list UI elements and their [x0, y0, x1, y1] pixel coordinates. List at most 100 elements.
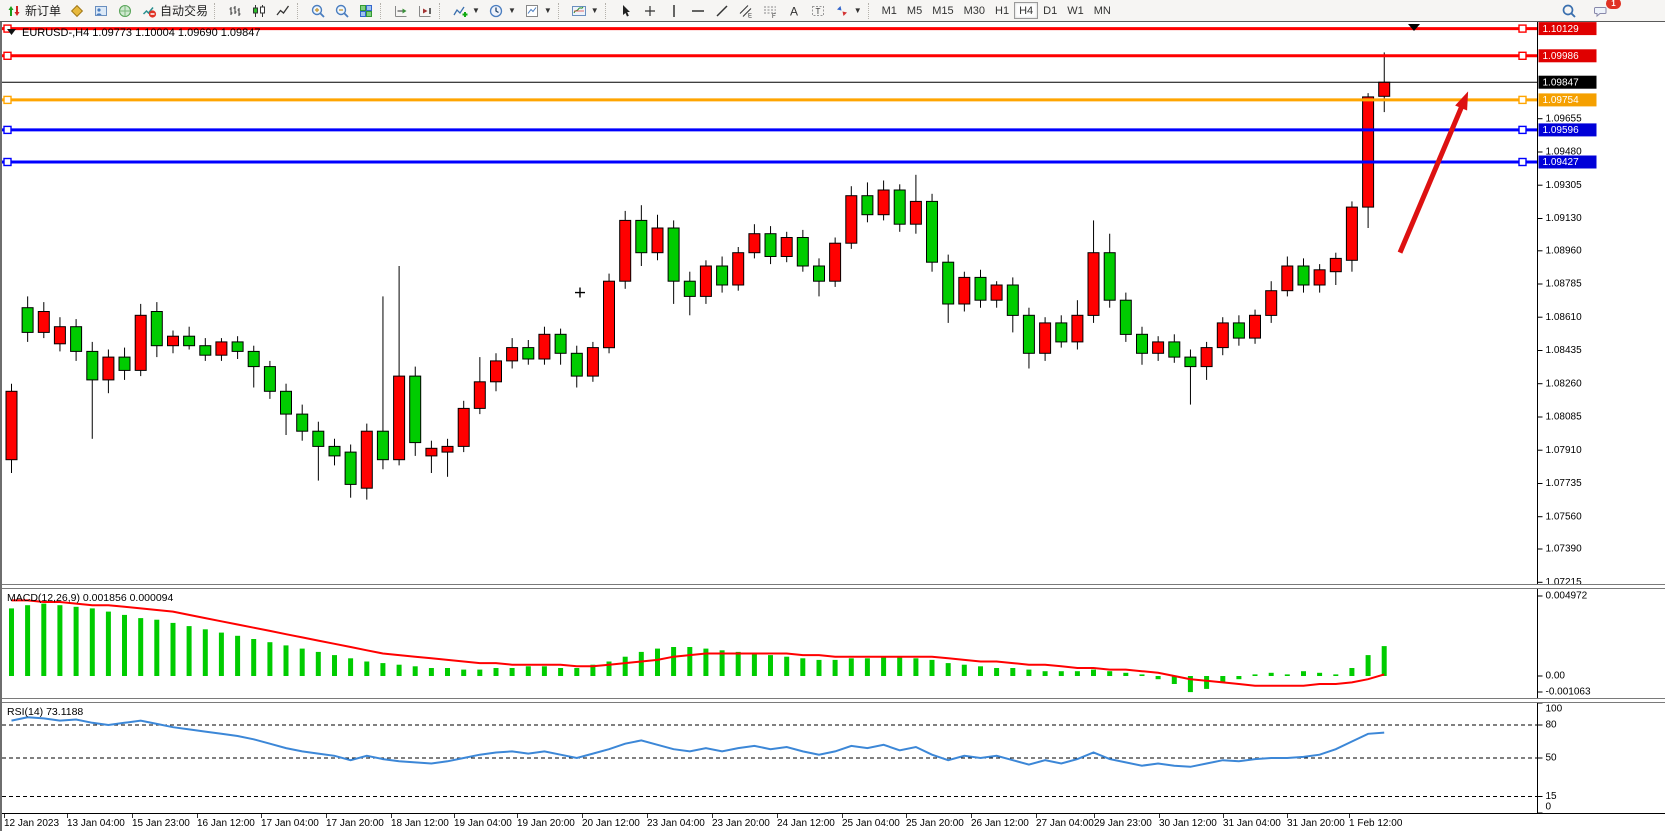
horizontal-line-button[interactable] — [686, 1, 710, 20]
price-tick-label: 1.08610 — [1546, 312, 1583, 323]
cursor-button[interactable] — [614, 1, 638, 20]
macd-histogram-bar — [428, 668, 434, 676]
line-handle[interactable] — [3, 24, 12, 33]
market-watch-button[interactable] — [65, 1, 89, 20]
macd-histogram-bar — [1010, 668, 1016, 676]
time-label: 25 Jan 04:00 — [842, 818, 900, 829]
indicator-list-button[interactable]: ▼ — [567, 1, 603, 20]
rsi-pane[interactable]: 100 80 50 150 RSI(14) 73.1188 — [2, 703, 1665, 813]
timeframe-d1[interactable]: D1 — [1038, 2, 1062, 19]
data-window-button[interactable] — [89, 1, 113, 20]
chevron-down-icon: ▼ — [590, 6, 599, 15]
time-tick — [1349, 814, 1350, 818]
timeframe-m5[interactable]: M5 — [902, 2, 927, 19]
macd-histogram-bar — [1091, 669, 1096, 676]
time-label: 19 Jan 20:00 — [517, 818, 575, 829]
indicators-button[interactable]: ▼ — [448, 1, 484, 20]
fibonacci-button[interactable]: F — [758, 1, 782, 20]
line-chart-button[interactable] — [271, 1, 295, 20]
line-handle[interactable] — [1518, 95, 1527, 105]
timeframe-h4[interactable]: H4 — [1014, 2, 1039, 19]
line-handle[interactable] — [3, 51, 12, 60]
new-order-button[interactable]: 新订单 — [2, 1, 65, 20]
indicators-icon — [452, 3, 468, 19]
main-price-pane[interactable]: 1.09655 1.09480 1.09305 1.09130 1.08960 1.087… — [2, 22, 1665, 584]
svg-text:A: A — [790, 4, 798, 18]
auto-scroll-button[interactable] — [389, 1, 413, 20]
pane-separator[interactable] — [2, 584, 1665, 589]
chart-shift-button[interactable] — [413, 1, 437, 20]
macd-histogram-bar — [509, 668, 515, 676]
trend-arrow-head[interactable] — [1455, 91, 1469, 111]
equidistant-channel-button[interactable]: E — [734, 1, 758, 20]
zoom-in-button[interactable] — [306, 1, 330, 20]
chart-title: EURUSD-,H4 1.09773 1.10004 1.09690 1.098… — [22, 27, 261, 39]
plus-marker[interactable] — [575, 287, 585, 298]
price-tick-label: 1.08260 — [1546, 378, 1583, 389]
timeframe-m30[interactable]: M30 — [959, 2, 990, 19]
timeframe-m15[interactable]: M15 — [927, 2, 958, 19]
candle-body — [86, 350, 99, 381]
chart-shift-marker[interactable] — [1408, 24, 1420, 31]
macd-histogram-bar — [1155, 676, 1161, 680]
candle-body — [1216, 322, 1229, 349]
candle-body — [796, 237, 809, 267]
line-handle[interactable] — [1518, 125, 1527, 135]
time-tick — [4, 814, 5, 818]
text-label-button[interactable]: T — [806, 1, 830, 20]
vertical-line-button[interactable] — [662, 1, 686, 20]
candle-body — [1249, 314, 1261, 339]
time-tick — [326, 814, 327, 818]
line-handle[interactable] — [1518, 24, 1527, 33]
candle-body — [344, 451, 357, 485]
macd-histogram-bar — [1365, 655, 1371, 676]
macd-histogram-bar — [1381, 646, 1387, 676]
candle-body — [603, 280, 615, 349]
crosshair-button[interactable] — [638, 1, 662, 20]
timeframe-h1[interactable]: H1 — [990, 2, 1014, 19]
candle-body — [102, 356, 115, 381]
one-click-trading-toggle[interactable] — [7, 29, 16, 35]
macd-histogram-bar — [57, 605, 63, 676]
periods-button[interactable]: ▼ — [484, 1, 520, 20]
candle-body — [215, 341, 228, 356]
line-handle[interactable] — [3, 95, 12, 105]
timeframe-w1[interactable]: W1 — [1062, 2, 1089, 19]
tile-windows-button[interactable] — [354, 1, 378, 20]
search-icon — [1561, 3, 1577, 19]
auto-trading-button[interactable]: 自动交易 — [137, 1, 212, 20]
line-handle[interactable] — [3, 157, 12, 167]
line-handle[interactable] — [1518, 157, 1527, 167]
candle-body — [183, 335, 196, 347]
notifications-button[interactable] — [1589, 1, 1613, 20]
line-handle[interactable] — [3, 125, 12, 135]
line-handle[interactable] — [1518, 51, 1527, 60]
rsi-tick-label: 50 — [1546, 753, 1558, 764]
bar-chart-button[interactable] — [223, 1, 247, 20]
time-axis[interactable]: 12 Jan 2023 13 Jan 04:00 15 Jan 23:00 16 Ja… — [2, 813, 1665, 831]
templates-button[interactable]: ▼ — [520, 1, 556, 20]
macd-pane[interactable]: 0.004972 0.00 -0.001063 MACD(12,26,9) 0.001… — [2, 589, 1665, 698]
candle-body — [1329, 257, 1342, 273]
timeframe-mn[interactable]: MN — [1089, 2, 1116, 19]
tile-windows-icon — [358, 3, 374, 19]
macd-histogram-bar — [105, 611, 111, 676]
chevron-down-icon: ▼ — [543, 6, 552, 15]
timeframe-m1[interactable]: M1 — [877, 2, 902, 19]
trendline-button[interactable] — [710, 1, 734, 20]
arrows-button[interactable]: ▼ — [830, 1, 866, 20]
candlestick-chart-button[interactable] — [247, 1, 271, 20]
zoom-out-button[interactable] — [330, 1, 354, 20]
time-label: 26 Jan 12:00 — [971, 818, 1029, 829]
navigator-button[interactable] — [113, 1, 137, 20]
pane-separator[interactable] — [2, 698, 1665, 703]
search-button[interactable] — [1557, 1, 1581, 20]
zoom-in-icon — [310, 3, 326, 19]
candle-body — [958, 276, 971, 305]
time-tick — [971, 814, 972, 818]
trend-arrow[interactable] — [1397, 97, 1468, 254]
text-button[interactable]: A — [782, 1, 806, 20]
toolbar: 新订单 自动交易 ▼ ▼ ▼ ▼ E F A T ▼ — [0, 0, 1665, 22]
candle-body — [554, 333, 567, 354]
cursor-icon — [618, 3, 634, 19]
